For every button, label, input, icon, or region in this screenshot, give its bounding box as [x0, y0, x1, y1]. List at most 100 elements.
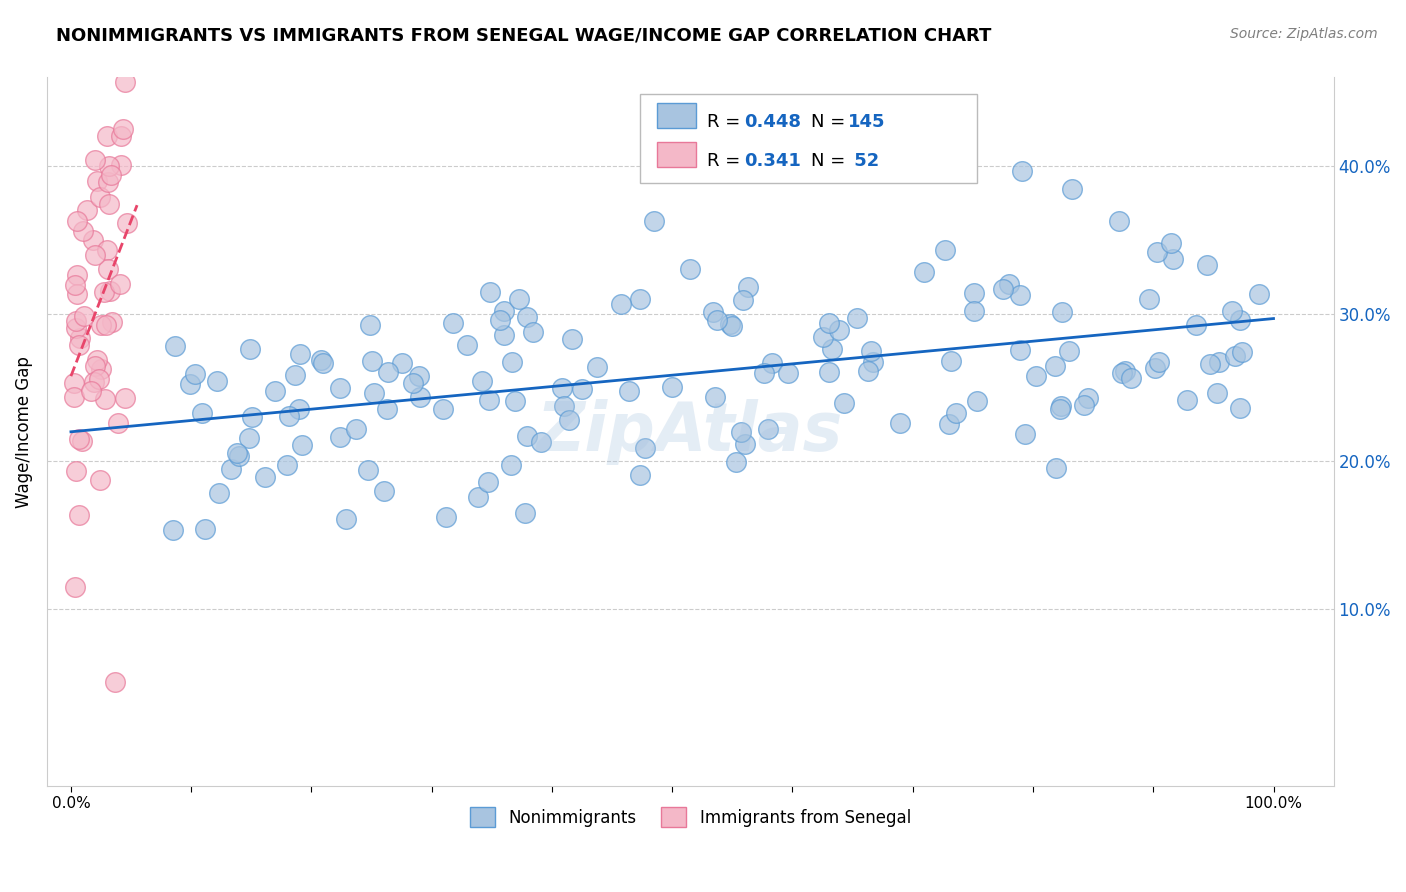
- Point: [479, 285, 502, 299]
- Point: [238, 431, 260, 445]
- Point: [80, 384, 103, 399]
- Point: [628, 467, 651, 482]
- Point: [832, 396, 855, 410]
- Point: [734, 437, 756, 451]
- Point: [344, 422, 367, 436]
- Point: [991, 282, 1014, 296]
- Point: [503, 394, 526, 409]
- Point: [610, 297, 633, 311]
- Point: [494, 327, 516, 342]
- Point: [467, 491, 489, 505]
- Point: [97, 160, 120, 174]
- Point: [1208, 355, 1230, 369]
- Point: [408, 368, 430, 383]
- Point: [1111, 366, 1133, 380]
- Point: [360, 353, 382, 368]
- Point: [752, 366, 775, 380]
- Point: [409, 390, 432, 404]
- Point: [291, 438, 314, 452]
- Point: [329, 430, 352, 444]
- Point: [73, 309, 96, 323]
- Point: [67, 432, 90, 446]
- Point: [912, 265, 935, 279]
- Point: [205, 374, 228, 388]
- Point: [856, 364, 879, 378]
- Point: [1073, 398, 1095, 412]
- Point: [357, 463, 380, 477]
- Point: [66, 214, 89, 228]
- Point: [98, 284, 121, 298]
- Point: [359, 318, 381, 332]
- Point: [1059, 343, 1081, 358]
- Point: [634, 442, 657, 456]
- Point: [553, 399, 575, 413]
- Point: [1050, 399, 1073, 413]
- Point: [516, 428, 538, 442]
- Point: [67, 338, 90, 352]
- Point: [86, 353, 108, 368]
- Point: [508, 292, 530, 306]
- Point: [97, 175, 120, 189]
- Point: [934, 244, 956, 258]
- Point: [702, 305, 724, 319]
- Point: [998, 277, 1021, 291]
- Point: [83, 248, 105, 262]
- Point: [730, 425, 752, 439]
- Point: [1121, 371, 1143, 385]
- Point: [756, 422, 779, 436]
- Point: [114, 75, 136, 89]
- Point: [1043, 359, 1066, 373]
- Point: [817, 316, 839, 330]
- Point: [1014, 426, 1036, 441]
- Text: N =: N =: [811, 113, 851, 131]
- Point: [643, 213, 665, 227]
- Point: [1225, 349, 1247, 363]
- Point: [87, 372, 110, 386]
- Point: [377, 365, 399, 379]
- Point: [90, 361, 112, 376]
- Point: [821, 342, 844, 356]
- Point: [628, 292, 651, 306]
- Point: [194, 522, 217, 536]
- Point: [571, 383, 593, 397]
- Point: [96, 129, 118, 144]
- Point: [86, 174, 108, 188]
- Point: [184, 367, 207, 381]
- Point: [97, 197, 120, 211]
- Point: [731, 293, 754, 307]
- Point: [65, 314, 87, 328]
- Point: [66, 286, 89, 301]
- Point: [1077, 391, 1099, 405]
- Point: [1247, 287, 1270, 301]
- Point: [83, 376, 105, 390]
- Point: [432, 402, 454, 417]
- Point: [107, 416, 129, 430]
- Point: [489, 313, 512, 327]
- Point: [63, 580, 86, 594]
- Point: [678, 261, 700, 276]
- Point: [363, 386, 385, 401]
- Point: [889, 416, 911, 430]
- Point: [966, 394, 988, 409]
- Point: [1184, 318, 1206, 332]
- Point: [83, 153, 105, 167]
- Point: [1114, 364, 1136, 378]
- Point: [288, 401, 311, 416]
- Text: Source: ZipAtlas.com: Source: ZipAtlas.com: [1230, 27, 1378, 41]
- Point: [586, 359, 609, 374]
- Point: [561, 332, 583, 346]
- Point: [89, 473, 111, 487]
- Point: [1195, 258, 1218, 272]
- Point: [284, 368, 307, 383]
- Point: [101, 315, 124, 329]
- Point: [1025, 368, 1047, 383]
- Point: [163, 338, 186, 352]
- Point: [221, 462, 243, 476]
- Point: [661, 380, 683, 394]
- Point: [373, 483, 395, 498]
- Point: [1206, 385, 1229, 400]
- Point: [97, 262, 120, 277]
- Point: [94, 392, 117, 407]
- Point: [63, 278, 86, 293]
- Point: [1045, 461, 1067, 475]
